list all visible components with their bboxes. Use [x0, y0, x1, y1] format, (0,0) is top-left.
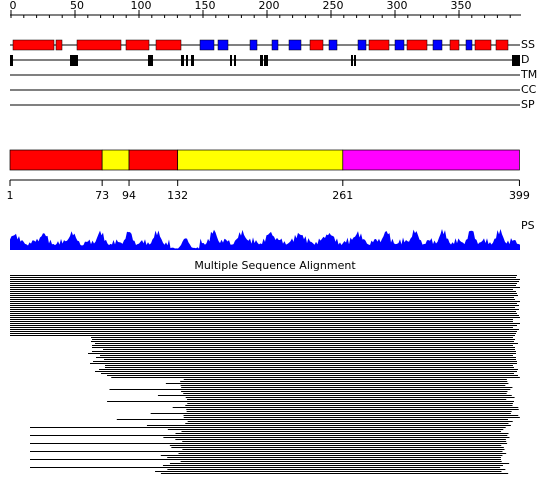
helix: [474, 39, 492, 51]
disorder: [148, 55, 153, 66]
domain-boundary-label: 1: [7, 189, 14, 202]
ruler-tick-label: 0: [10, 0, 17, 12]
domain: [9, 149, 103, 171]
strand: [328, 39, 338, 51]
strand: [249, 39, 258, 51]
helix: [155, 39, 182, 51]
domain: [342, 149, 520, 171]
ruler-tick-label: 250: [323, 0, 344, 12]
track-label: SP: [521, 98, 535, 111]
strand: [357, 39, 367, 51]
strand: [288, 39, 302, 51]
disorder: [230, 55, 232, 66]
disorder: [260, 55, 263, 66]
strand: [465, 39, 473, 51]
disorder: [354, 55, 356, 66]
domain-boundary-label: 399: [509, 189, 530, 202]
disorder: [70, 55, 78, 66]
domain-boundary-label: 132: [167, 189, 188, 202]
ruler-tick-label: 350: [451, 0, 472, 12]
helix: [368, 39, 390, 51]
helix: [449, 39, 460, 51]
ruler-tick-label: 300: [387, 0, 408, 12]
ruler-tick-label: 200: [259, 0, 280, 12]
strand: [199, 39, 215, 51]
profile-label: PS: [521, 219, 535, 232]
disorder: [186, 55, 188, 66]
alignment-title: Multiple Sequence Alignment: [194, 259, 356, 272]
helix: [55, 39, 63, 51]
profile-area: [10, 229, 520, 250]
disorder: [351, 55, 353, 66]
disorder: [234, 55, 236, 66]
strand: [217, 39, 229, 51]
strand: [432, 39, 443, 51]
track-label: TM: [520, 68, 537, 81]
domain-boundary-label: 94: [122, 189, 136, 202]
disorder: [264, 55, 268, 66]
domain-boundary-label: 73: [95, 189, 109, 202]
track-label: SS: [521, 38, 535, 51]
helix: [309, 39, 324, 51]
disorder: [181, 55, 184, 66]
domain-boundary-label: 261: [332, 189, 353, 202]
track-label: D: [521, 53, 529, 66]
strand: [394, 39, 405, 51]
ruler-tick-label: 100: [131, 0, 152, 12]
disorder: [512, 55, 520, 66]
disorder: [10, 55, 13, 66]
helix: [125, 39, 150, 51]
track-label: CC: [521, 83, 537, 96]
helix: [76, 39, 122, 51]
ruler-tick-label: 150: [195, 0, 216, 12]
strand: [271, 39, 279, 51]
disorder: [191, 55, 194, 66]
helix: [12, 39, 55, 51]
domain: [177, 149, 344, 171]
domain: [128, 149, 179, 171]
helix: [406, 39, 428, 51]
ruler-tick-label: 50: [70, 0, 84, 12]
domain: [101, 149, 130, 171]
helix: [495, 39, 509, 51]
